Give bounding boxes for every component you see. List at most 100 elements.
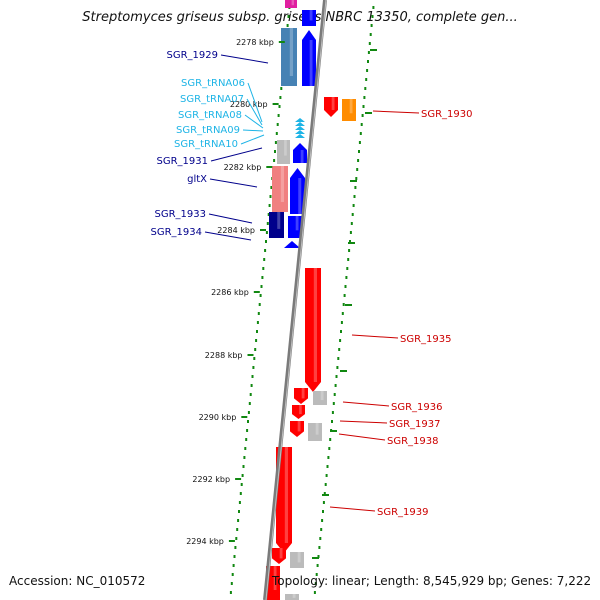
scale-tick-label: 2282 kbp <box>224 163 262 172</box>
gene-block <box>285 594 299 600</box>
track-dot <box>268 204 271 207</box>
scale-tick-label: 2286 kbp <box>211 288 249 297</box>
gene-block <box>290 552 304 568</box>
gene-block <box>272 166 288 212</box>
gene-block <box>276 447 292 553</box>
track-dot <box>255 339 258 342</box>
track-dot <box>346 267 349 270</box>
track-dot <box>238 501 241 504</box>
backbone-layer <box>263 0 327 600</box>
track-dot <box>259 294 262 297</box>
gene-block <box>324 97 338 117</box>
track-dot <box>269 195 272 198</box>
gene-block <box>308 423 322 441</box>
feature-label-sgr_trna10: SGR_tRNA10 <box>174 139 238 150</box>
track-dot <box>241 474 244 477</box>
feature-label-sgr_1938: SGR_1938 <box>387 436 439 447</box>
gene-block <box>290 421 304 437</box>
track-dot <box>317 555 320 558</box>
scale-tick-mark <box>241 416 248 418</box>
track-dot <box>331 420 333 423</box>
gene-block <box>293 143 307 163</box>
accession-text: Accession: NC_010572 <box>9 574 146 588</box>
track-dot <box>257 312 260 315</box>
scale-tick-mark <box>260 229 266 231</box>
track-dot <box>322 510 324 513</box>
track-dot <box>325 474 328 477</box>
track-dot <box>372 6 375 9</box>
track-dot <box>328 447 331 450</box>
track-dot <box>318 546 321 549</box>
track-dot <box>274 141 277 144</box>
track-dot <box>320 528 323 531</box>
track-dot <box>349 240 351 243</box>
track-dot <box>358 150 360 153</box>
track-dot <box>348 249 351 252</box>
track-dot <box>366 69 369 72</box>
feature-layer <box>266 0 356 600</box>
track-dot <box>368 42 371 45</box>
trna-arrow <box>295 130 305 134</box>
minor-tick <box>340 370 347 372</box>
track-dot <box>323 492 326 495</box>
feature-label-sgr_1930: SGR_1930 <box>421 109 473 120</box>
track-dot <box>326 465 329 468</box>
label-leader-line <box>339 420 388 424</box>
scale-tick-mark <box>253 291 260 293</box>
feature-label-sgr_trna07: SGR_tRNA07 <box>180 94 244 105</box>
track-dot <box>234 546 237 549</box>
track-dot <box>246 429 249 432</box>
track-dot <box>277 114 280 117</box>
feature-label-sgr_trna09: SGR_tRNA09 <box>176 125 240 136</box>
scale-tick-label: 2278 kbp <box>236 38 274 47</box>
track-dot <box>355 177 358 180</box>
scale-tick-mark <box>228 540 235 542</box>
track-dot <box>242 465 245 468</box>
track-dot <box>356 168 359 171</box>
label-leader-line <box>246 98 263 126</box>
track-dot <box>338 348 341 351</box>
gene-block <box>342 99 356 121</box>
track-dot <box>248 402 251 405</box>
track-dot <box>263 258 266 261</box>
minor-tick <box>312 557 319 559</box>
gene-block <box>302 10 316 26</box>
track-dot <box>360 123 363 126</box>
track-dot <box>249 393 252 396</box>
minor-tick <box>350 180 357 182</box>
track-dot <box>334 384 337 387</box>
track-dot <box>275 132 278 135</box>
track-dot <box>264 249 267 252</box>
track-dot <box>253 357 256 360</box>
gene-block <box>277 140 290 164</box>
label-leader-line <box>209 178 258 188</box>
gene-block <box>302 30 316 86</box>
feature-label-sgr_1933: SGR_1933 <box>155 209 207 220</box>
track-dot <box>229 591 232 594</box>
feature-label-sgr_1929: SGR_1929 <box>167 50 219 61</box>
track-dot <box>336 366 339 369</box>
label-leader-line <box>240 134 265 145</box>
label-leader-line <box>220 54 269 64</box>
map-title: Streptomyces griseus subsp. griseus NBRC… <box>82 10 518 25</box>
track-dot <box>315 573 318 576</box>
gene-block <box>272 548 286 564</box>
gene-block <box>294 388 308 404</box>
track-dot <box>340 321 343 324</box>
track-dot <box>339 339 342 342</box>
minor-tick <box>322 494 329 496</box>
track-dot <box>364 87 367 90</box>
label-leader-line <box>338 433 386 441</box>
feature-label-sgr_1937: SGR_1937 <box>389 419 441 430</box>
outer-track-right <box>313 6 375 594</box>
track-dot <box>335 375 338 378</box>
track-dot <box>237 519 240 522</box>
label-leader-line <box>372 110 420 114</box>
track-dot <box>270 186 273 189</box>
track-dot <box>280 87 283 90</box>
scale-tick-mark <box>278 41 285 43</box>
gene-block <box>305 268 321 392</box>
feature-label-sgr_trna06: SGR_tRNA06 <box>181 78 245 89</box>
feature-label-sgr_1935: SGR_1935 <box>400 334 452 345</box>
track-dot <box>265 240 267 243</box>
